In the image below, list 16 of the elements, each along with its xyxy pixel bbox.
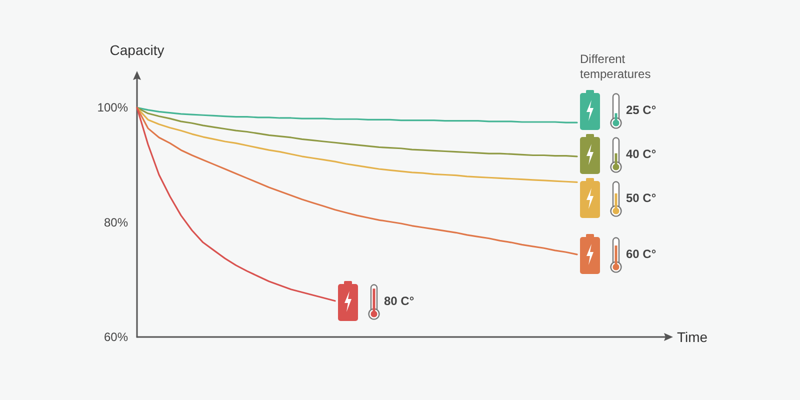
legend-label: 25 C° — [626, 102, 656, 117]
legend-label: 50 C° — [626, 190, 656, 205]
y-tick-label: 80% — [104, 215, 128, 230]
annotation: Different temperatures — [580, 52, 652, 82]
legend-label: 60 C° — [626, 247, 656, 262]
line-series — [136, 106, 578, 124]
y-axis-title: Capacity — [110, 42, 164, 58]
legend-label: 40 C° — [626, 146, 656, 161]
x-axis-title: Time — [677, 329, 708, 345]
legend-label: 80 C° — [384, 294, 414, 308]
line-series — [136, 106, 336, 302]
y-tick-label: 100% — [97, 100, 128, 115]
line-series — [136, 106, 578, 256]
line-series — [136, 106, 578, 183]
y-tick-label: 60% — [104, 330, 128, 344]
line-series — [136, 106, 578, 158]
